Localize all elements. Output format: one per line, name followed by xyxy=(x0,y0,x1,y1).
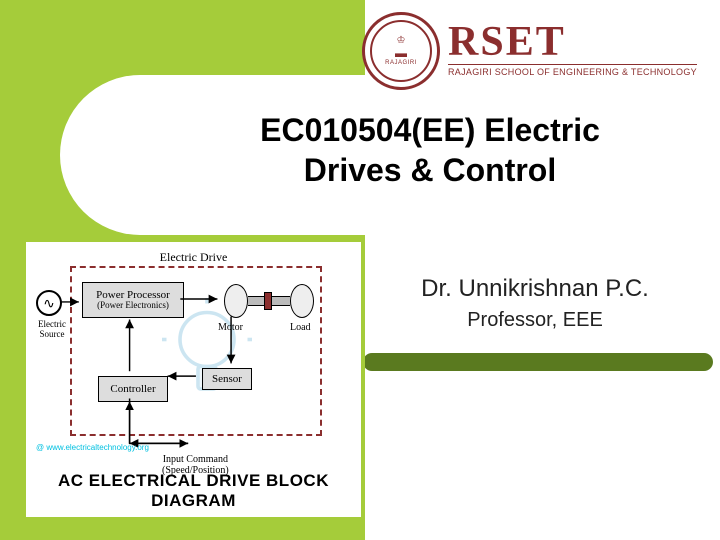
title-line2: Drives & Control xyxy=(304,152,556,188)
logo-fullname: RAJAGIRI SCHOOL OF ENGINEERING & TECHNOL… xyxy=(448,64,697,77)
controller-block: Controller xyxy=(98,376,168,402)
seal-book: ▬ xyxy=(395,46,407,60)
coupling xyxy=(264,292,272,310)
source-node: ∿ xyxy=(36,290,62,316)
power-processor-block: Power Processor (Power Electronics) xyxy=(82,282,184,318)
seal-icon: ♔ ▬ RAJAGIRI xyxy=(362,12,440,90)
motor-label: Motor xyxy=(218,322,243,333)
block-diagram: Electric Drive ∿ Electric Source Power P… xyxy=(22,238,365,521)
author-name: Dr. Unnikrishnan P.C. xyxy=(390,275,680,303)
divider-bar xyxy=(363,353,713,371)
load-node xyxy=(290,284,314,318)
seal-text: RAJAGIRI xyxy=(385,60,417,66)
institution-logo: ♔ ▬ RAJAGIRI RSET RAJAGIRI SCHOOL OF ENG… xyxy=(362,8,702,93)
watermark: @ www.electricaltechnology.org xyxy=(36,443,149,452)
source-label: Electric Source xyxy=(30,320,74,340)
slide-title: EC010504(EE) Electric Drives & Control xyxy=(170,110,690,190)
title-line1: EC010504(EE) Electric xyxy=(260,112,600,148)
diagram-footer: AC ELECTRICAL DRIVE BLOCK DIAGRAM xyxy=(32,471,355,511)
motor-node xyxy=(224,284,248,318)
load-label: Load xyxy=(290,322,311,333)
author-block: Dr. Unnikrishnan P.C. Professor, EEE xyxy=(390,275,680,332)
seal-crown: ♔ xyxy=(397,35,406,46)
author-role: Professor, EEE xyxy=(390,309,680,332)
diagram-top-label: Electric Drive xyxy=(32,250,355,265)
sensor-block: Sensor xyxy=(202,368,252,390)
logo-acronym: RSET xyxy=(448,24,697,62)
